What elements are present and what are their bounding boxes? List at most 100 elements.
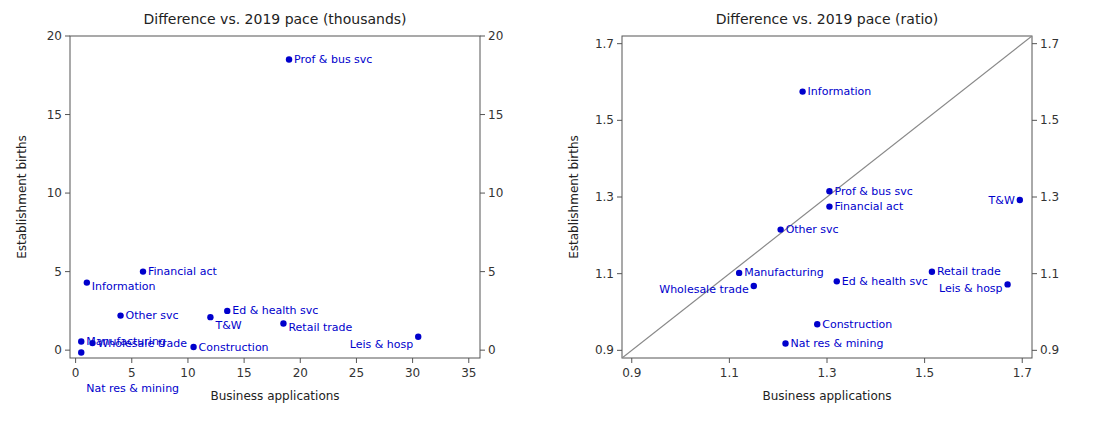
x-tick	[75, 358, 76, 363]
y-tick-label: 0	[54, 343, 62, 357]
x-tick-label: 1.3	[817, 366, 836, 380]
y2-tick-label: 1.7	[1040, 37, 1059, 51]
scatter-point	[415, 334, 421, 340]
scatter-point	[286, 56, 292, 62]
plot-area	[622, 36, 1032, 358]
point-label: Nat res & mining	[86, 382, 179, 395]
point-label: Information	[808, 85, 872, 98]
y2-tick-label: 15	[488, 108, 503, 122]
y-tick-label: 1.7	[595, 37, 614, 51]
y2-tick	[1032, 273, 1037, 274]
scatter-point	[814, 321, 820, 327]
x-tick	[356, 358, 357, 363]
y2-tick	[480, 350, 485, 351]
x-tick-label: 35	[461, 366, 476, 380]
x-tick	[131, 358, 132, 363]
y-tick	[65, 193, 70, 194]
y-tick	[617, 197, 622, 198]
x-tick	[244, 358, 245, 363]
y-tick	[65, 350, 70, 351]
x-axis-label: Business applications	[210, 389, 339, 403]
y-tick-label: 1.5	[595, 113, 614, 127]
y-tick	[65, 36, 70, 37]
y-tick	[617, 350, 622, 351]
chart-title: Difference vs. 2019 pace (thousands)	[143, 11, 406, 27]
y2-tick-label: 5	[488, 265, 496, 279]
point-label: Other svc	[786, 223, 839, 236]
y-tick-label: 1.3	[595, 190, 614, 204]
point-label: Financial act	[148, 265, 217, 278]
y-tick	[617, 120, 622, 121]
scatter-point	[224, 308, 230, 314]
x-tick-label: 1.1	[720, 366, 739, 380]
scatter-point	[78, 349, 84, 355]
plot-area	[78, 56, 421, 355]
x-tick-label: 10	[180, 366, 195, 380]
x-tick	[187, 358, 188, 363]
scatter-point	[280, 320, 286, 326]
scatter-point	[117, 312, 123, 318]
point-label: Wholesale trade	[97, 337, 187, 350]
y2-tick-label: 1.3	[1040, 190, 1059, 204]
panel: Difference vs. 2019 pace (ratio) 0.9 1.1 1.…	[567, 11, 1059, 403]
point-label: Leis & hosp	[350, 338, 413, 351]
x-tick-label: 25	[349, 366, 364, 380]
point-label: Retail trade	[288, 321, 352, 334]
x-tick-label: 5	[128, 366, 136, 380]
y2-tick-label: 20	[488, 29, 503, 43]
x-axis-label: Business applications	[762, 389, 891, 403]
y-axis-label: Establishment births	[567, 135, 581, 259]
point-label: Prof & bus svc	[294, 53, 372, 66]
scatter-point	[1017, 197, 1023, 203]
x-tick	[631, 358, 632, 363]
y-tick-label: 15	[47, 108, 62, 122]
scatter-point	[751, 283, 757, 289]
y-tick	[617, 43, 622, 44]
x-tick-label: 20	[293, 366, 308, 380]
point-label: Retail trade	[937, 265, 1001, 278]
point-label: Financial act	[834, 200, 903, 213]
point-label: Nat res & mining	[791, 337, 884, 350]
y2-tick	[1032, 197, 1037, 198]
y-tick	[617, 273, 622, 274]
y2-tick-label: 1.5	[1040, 113, 1059, 127]
panel: Difference vs. 2019 pace (thousands) 0 5 10…	[15, 11, 503, 403]
plot-frame	[70, 36, 480, 358]
point-label: T&W	[988, 194, 1015, 207]
plot-frame	[622, 36, 1032, 358]
scatter-point	[140, 268, 146, 274]
point-label: T&W	[214, 319, 241, 332]
point-label: Ed & health svc	[232, 304, 318, 317]
point-label: Prof & bus svc	[834, 185, 912, 198]
y2-tick-label: 1.1	[1040, 267, 1059, 281]
x-tick	[412, 358, 413, 363]
y-axis-label: Establishment births	[15, 135, 29, 259]
scatter-point	[736, 270, 742, 276]
point-label: Information	[92, 280, 156, 293]
y2-tick	[1032, 43, 1037, 44]
scatter-point	[78, 338, 84, 344]
point-labels: Information Prof & bus svc Financial act Ot…	[659, 85, 1015, 350]
y2-tick	[480, 114, 485, 115]
scatter-point	[207, 314, 213, 320]
x-tick-label: 0.9	[622, 366, 641, 380]
x-tick-label: 1.5	[915, 366, 934, 380]
x-tick	[300, 358, 301, 363]
y-tick-label: 20	[47, 29, 62, 43]
reference-line	[622, 36, 1032, 358]
point-label: Manufacturing	[744, 266, 824, 279]
scatter-point	[826, 203, 832, 209]
y2-tick	[480, 271, 485, 272]
x-tick-label: 0	[72, 366, 80, 380]
x-tick-label: 15	[236, 366, 251, 380]
scatter-point	[834, 278, 840, 284]
y2-tick	[480, 36, 485, 37]
y-tick-label: 0.9	[595, 343, 614, 357]
x-tick-label: 30	[405, 366, 420, 380]
scatter-point	[777, 226, 783, 232]
point-label: Construction	[822, 318, 892, 331]
x-tick	[729, 358, 730, 363]
point-label: Leis & hosp	[939, 282, 1002, 295]
chart-title: Difference vs. 2019 pace (ratio)	[716, 11, 939, 27]
y-tick-label: 5	[54, 265, 62, 279]
